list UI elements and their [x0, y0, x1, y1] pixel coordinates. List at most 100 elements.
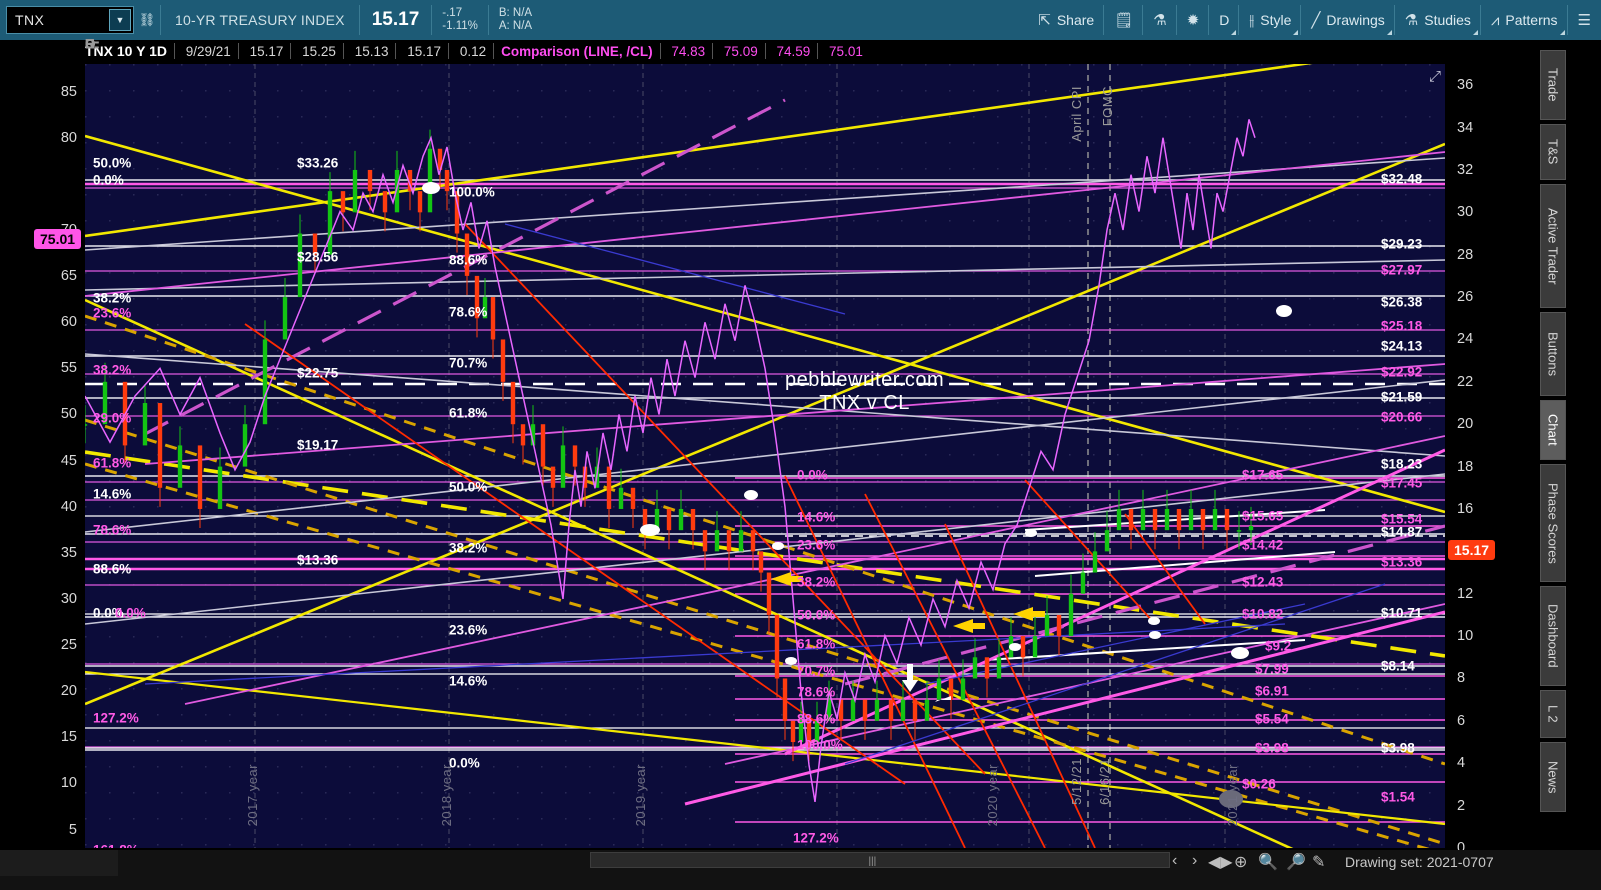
fib-label: 29.0% — [93, 410, 132, 426]
divider — [173, 43, 175, 59]
price-level-label: $22.75 — [297, 365, 339, 381]
sidebar-tab-news[interactable]: News — [1540, 742, 1566, 812]
note-button[interactable]: 🗒 — [1104, 0, 1144, 40]
price-axis-tick-left: 30 — [60, 590, 77, 607]
zoom-out-icon[interactable]: 🔎 — [1286, 854, 1306, 871]
fib-label: 50.0% — [93, 155, 132, 171]
divider — [358, 5, 360, 35]
sidebar-tab-l-2[interactable]: L 2 — [1540, 690, 1566, 738]
note-icon: 🗒 — [1114, 12, 1134, 29]
price-axis-tick-left: 35 — [60, 544, 77, 561]
chart-horizontal-scrollbar[interactable]: ||| — [590, 852, 1170, 868]
chart-plot[interactable]: pebblewriter.com TNX v CL 2017 year 2018… — [85, 64, 1445, 848]
timeframe-button[interactable]: D — [1209, 0, 1240, 40]
right-sidebar: Trade T&S Active Trader Buttons Chart Phase S… — [1528, 40, 1601, 850]
sidebar-tab-label: Chart — [1545, 414, 1561, 446]
drawings-button[interactable]: ╱ Drawings — [1301, 0, 1396, 40]
fib-label: 70.7% — [797, 663, 836, 679]
share-button[interactable]: ⇱ Share — [1028, 0, 1105, 40]
sidebar-tab-label: L 2 — [1545, 705, 1561, 723]
fib-label: 88.6% — [93, 561, 132, 577]
chart-title: TNX 10 Y 1D — [85, 43, 167, 59]
scroll-grip-icon[interactable]: ||| — [868, 856, 877, 867]
price-level-label: $18.23 — [1381, 456, 1423, 472]
sidebar-tab-buttons[interactable]: Buttons — [1540, 312, 1566, 396]
price-level-label: $12.43 — [1242, 574, 1284, 590]
symbol-input[interactable]: TNX ▼ — [6, 6, 134, 34]
comparison-price-tag: 75.01 — [34, 229, 82, 249]
price-level-label: $28.56 — [297, 249, 339, 265]
menu-button[interactable]: ☰ — [1568, 0, 1601, 40]
price-axis-tick-right: 28 — [1457, 246, 1474, 263]
fib-label: 23.6% — [93, 305, 132, 321]
sidebar-tab-phase-scores[interactable]: Phase Scores — [1540, 464, 1566, 582]
price-axis-tick-left: 40 — [60, 498, 77, 515]
high-label: H: — [85, 36, 100, 51]
chevron-right-icon[interactable]: › — [1192, 852, 1198, 869]
divider — [487, 5, 489, 35]
price-level-label: $14.87 — [1381, 524, 1423, 540]
price-axis-left[interactable]: 8580706560555045403530252015105 — [0, 64, 85, 848]
sidebar-tab-t-s[interactable]: T&S — [1540, 124, 1566, 180]
fib-label: 78.6% — [797, 684, 836, 700]
chevron-down-icon[interactable]: ▼ — [109, 9, 131, 31]
sidebar-tab-trade[interactable]: Trade — [1540, 50, 1566, 120]
price-level-label: $26.38 — [1381, 294, 1423, 310]
studies-flask-button[interactable]: ⚗ — [1143, 0, 1178, 40]
candle-icon: ⫲ — [1249, 11, 1255, 29]
fib-label: 14.6% — [797, 509, 836, 525]
sidebar-tab-chart[interactable]: Chart — [1540, 400, 1566, 460]
price-level-label: $0.26 — [1242, 776, 1276, 792]
sidebar-tab-active-trader[interactable]: Active Trader — [1540, 184, 1566, 308]
high-value: 15.25 — [302, 43, 336, 59]
sidebar-tab-label: Trade — [1545, 68, 1561, 102]
link-icon[interactable]: ⛓ — [138, 12, 156, 27]
chart-area[interactable]: TNX 10 Y 1D D: 9/29/21 O: 15.17 H: 15.25… — [0, 36, 1528, 866]
bid-ask-block: B: N/A A: N/A — [489, 7, 542, 33]
sidebar-tab-dashboard[interactable]: Dashboard — [1540, 586, 1566, 686]
year-label: 2017 year — [245, 764, 260, 827]
caret-icon — [1472, 30, 1478, 35]
pattern-icon: ⩘ — [1490, 11, 1500, 29]
chevron-left-icon[interactable]: ‹ — [1172, 852, 1178, 869]
studies-button[interactable]: ⚗ Studies — [1395, 0, 1482, 40]
price-level-label: $9.2 — [1265, 638, 1292, 654]
pan-icon[interactable]: ◀▶ — [1208, 854, 1233, 871]
fit-icon[interactable]: ⊕ — [1234, 854, 1248, 871]
price-level-label: $21.59 — [1381, 389, 1423, 405]
price-axis-right[interactable]: 363432302826242220181614121086420 — [1445, 64, 1528, 856]
instrument-description: 10-YR TREASURY INDEX — [175, 12, 345, 28]
pencil-line-icon: ╱ — [1311, 12, 1321, 29]
pencil-icon[interactable]: ✎ — [1312, 854, 1326, 871]
style-button[interactable]: ⫲ Style — [1239, 0, 1302, 40]
price-axis-tick-right: 6 — [1457, 712, 1466, 729]
low-label: L: — [85, 36, 98, 51]
divider — [431, 5, 433, 35]
event-label-date-1: 5/12/21 — [1069, 758, 1084, 805]
price-axis-tick-right: 26 — [1457, 289, 1474, 306]
price-level-label: $13.36 — [1381, 554, 1423, 570]
crosshair-icon[interactable]: ⤢ — [1428, 68, 1441, 85]
price-axis-tick-left: 25 — [60, 637, 77, 654]
fib-label: 38.2% — [93, 362, 132, 378]
settings-button[interactable]: ✹ — [1177, 0, 1210, 40]
price-axis-tick-left: 85 — [60, 83, 77, 100]
zoom-in-icon[interactable]: 🔍 — [1258, 854, 1278, 871]
price-level-label: $14.42 — [1242, 537, 1284, 553]
change-absolute: -.17 — [442, 6, 463, 19]
divider — [448, 43, 450, 59]
sidebar-tab-label: T&S — [1545, 139, 1561, 165]
fib-label: 0.0% — [449, 755, 480, 771]
patterns-label: Patterns — [1505, 12, 1558, 28]
patterns-button[interactable]: ⩘ Patterns — [1481, 0, 1568, 40]
price-level-label: $8.14 — [1381, 658, 1415, 674]
close-value: 15.17 — [407, 43, 442, 59]
price-axis-tick-left: 55 — [60, 360, 77, 377]
price-level-label: $6.91 — [1255, 683, 1289, 699]
price-axis-tick-right: 22 — [1457, 373, 1474, 390]
price-level-label: $15.54 — [1381, 511, 1423, 527]
sidebar-tab-label: Active Trader — [1545, 207, 1561, 285]
divider — [712, 43, 714, 59]
comparison-low-value: 74.59 — [776, 43, 811, 59]
